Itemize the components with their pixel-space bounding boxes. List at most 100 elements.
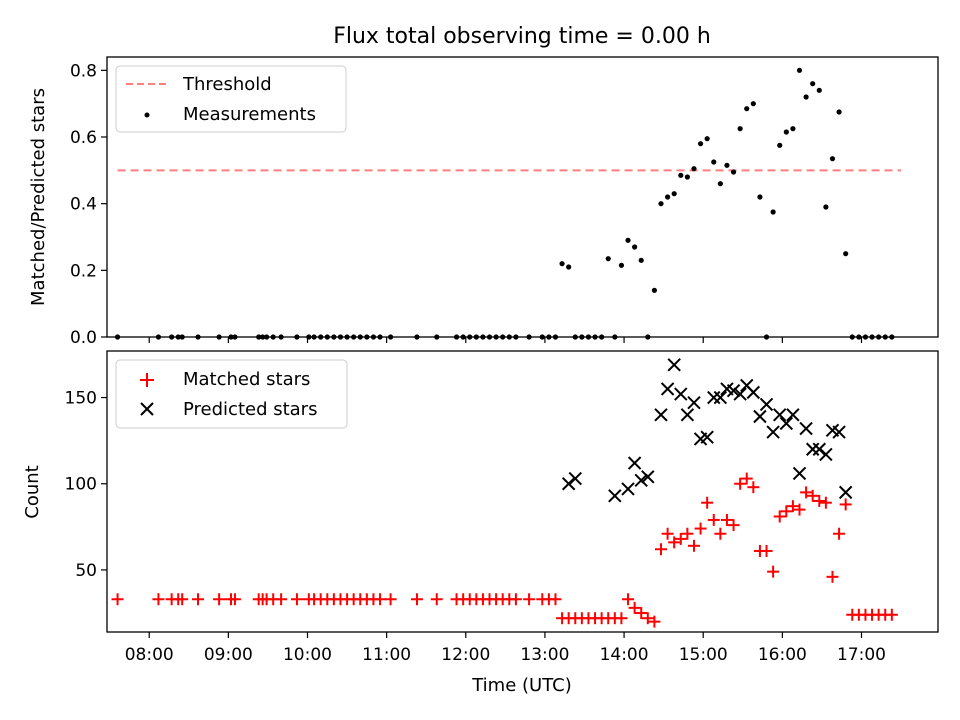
measurement-point (651, 287, 658, 293)
measurement-point (843, 251, 849, 257)
predicted-point (660, 382, 675, 396)
predicted-point (799, 421, 813, 436)
measurement-point (717, 181, 723, 187)
measurement-point (796, 67, 803, 73)
matched-point (760, 544, 773, 557)
matched-point (648, 615, 661, 628)
matched-point (819, 496, 832, 509)
matched-point (635, 607, 648, 620)
measurement-point (783, 129, 789, 135)
matched-point (800, 486, 813, 499)
measurement-point (777, 142, 783, 148)
predicted-point (561, 477, 576, 491)
measurement-point (678, 172, 684, 178)
matched-point (793, 503, 806, 516)
chart-title: Flux total observing time = 0.00 h (333, 24, 711, 49)
bottom-y-axis-label: Count (22, 465, 43, 518)
top-axes-frame (106, 56, 939, 338)
bottom-y-tick-label: 50 (75, 561, 97, 581)
matched-point (727, 519, 740, 532)
matched-point (740, 472, 753, 485)
predicted-point (641, 470, 655, 484)
matched-point (275, 593, 288, 606)
x-tick-label: 11:00 (362, 645, 411, 665)
predicted-points (561, 358, 853, 503)
bottom-panel: 50 100 150 08:00 09:00 10:00 11:00 12:00 13:00 1… (22, 337, 939, 696)
matched-point (806, 489, 819, 502)
matched-point (707, 513, 720, 526)
matched-point (410, 593, 423, 606)
matched-point (192, 593, 205, 606)
matched-point (228, 593, 241, 606)
measurement-point (823, 204, 829, 210)
predicted-point (759, 397, 774, 412)
matched-point (701, 496, 714, 509)
predicted-point (568, 471, 582, 486)
measurement-point (737, 126, 743, 132)
measurement-point (704, 136, 710, 142)
measurement-point (744, 106, 750, 112)
x-tick-label: 12:00 (441, 645, 490, 665)
predicted-point (654, 408, 668, 422)
matched-point (661, 527, 674, 540)
matched-point (767, 565, 780, 578)
predicted-point (746, 385, 761, 400)
legend-measurements-label: Measurements (183, 104, 316, 125)
x-ticks: 08:00 09:00 10:00 11:00 12:00 13:00 14:00 15:00… (125, 337, 886, 665)
matched-point (674, 532, 687, 545)
measurement-point (684, 174, 690, 180)
matched-point (549, 593, 562, 606)
x-tick-label: 14:00 (600, 645, 649, 665)
matched-point (290, 593, 303, 606)
matched-point (734, 477, 747, 490)
measurement-point (836, 109, 842, 115)
bottom-axes-frame (106, 350, 939, 633)
top-legend-frame (115, 65, 347, 133)
matched-point (747, 481, 760, 494)
top-y-axis-label: Matched/Predicted stars (28, 88, 49, 306)
predicted-point (608, 489, 622, 503)
matched-point (213, 593, 226, 606)
matched-point (780, 505, 793, 518)
measurement-point (757, 194, 763, 200)
predicted-point (726, 383, 741, 398)
top-y-tick-label: 0.4 (70, 195, 97, 215)
top-y-tick-label: 0.8 (70, 61, 97, 81)
matched-point (885, 608, 898, 621)
measurement-point (559, 261, 565, 267)
legend-predicted-swatch (140, 402, 154, 416)
x-tick-label: 09:00 (204, 645, 253, 665)
predicted-point (773, 408, 787, 422)
bottom-legend-frame (115, 359, 348, 429)
measurement-point (730, 169, 737, 175)
measurement-points (114, 67, 895, 340)
matched-point (655, 543, 667, 556)
matched-point (773, 510, 786, 523)
bottom-y-tick-label: 100 (65, 475, 97, 495)
predicted-point (634, 473, 648, 488)
top-y-tick-label: 0.2 (70, 261, 97, 281)
matched-point (384, 593, 397, 606)
measurement-point (691, 166, 697, 172)
measurement-point (632, 244, 638, 250)
matched-point (615, 612, 628, 625)
bottom-legend: Matched stars Predicted stars (115, 359, 348, 429)
matched-point (786, 500, 799, 513)
matched-point (813, 494, 826, 507)
x-tick-label: 15:00 (679, 645, 728, 665)
predicted-point (627, 456, 642, 470)
predicted-point (674, 387, 688, 401)
measurement-point (724, 162, 730, 168)
matched-point (839, 498, 852, 511)
matched-point (622, 593, 635, 606)
measurement-point (816, 87, 822, 93)
measurement-point (829, 156, 836, 162)
measurement-point (664, 194, 671, 200)
top-legend: Threshold Measurements (115, 65, 347, 133)
measurement-point (790, 126, 796, 132)
bottom-y-tick-label: 150 (65, 389, 97, 409)
measurement-point (658, 201, 664, 207)
predicted-point (838, 485, 853, 500)
top-y-tick-label: 0.0 (70, 328, 97, 348)
